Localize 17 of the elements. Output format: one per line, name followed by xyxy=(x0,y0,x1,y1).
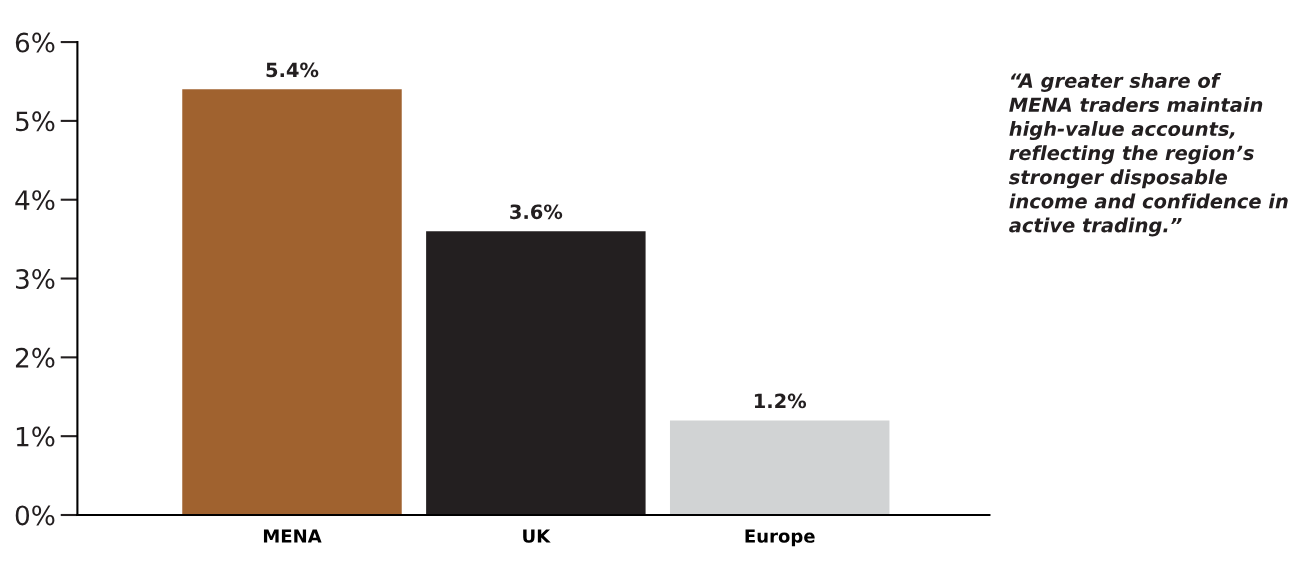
y-tick-label: 0% xyxy=(15,505,55,526)
text: “A greater share of MENA traders maintain high-value accounts, reflecting the region’s stronger disposable income and confidence in active trading.” xyxy=(1008,72,1288,237)
x-tick-label: MENA xyxy=(263,529,322,543)
y-tick-label: 4% xyxy=(15,190,55,211)
bar xyxy=(182,89,402,515)
y-tick-label: 6% xyxy=(15,32,55,53)
data-label: 3.6% xyxy=(510,204,563,220)
bar xyxy=(426,231,646,515)
data-label: 5.4% xyxy=(266,62,319,78)
data-label: 1.2% xyxy=(754,393,807,409)
x-tick-label: UK xyxy=(523,529,551,543)
bar xyxy=(669,420,890,515)
y-tick-label: 5% xyxy=(16,111,55,132)
y-tick-label: 3% xyxy=(16,268,55,289)
x-tick-label: Europe xyxy=(745,529,815,547)
y-tick-label: 1% xyxy=(16,426,55,447)
y-tick-label: 2% xyxy=(15,347,55,368)
